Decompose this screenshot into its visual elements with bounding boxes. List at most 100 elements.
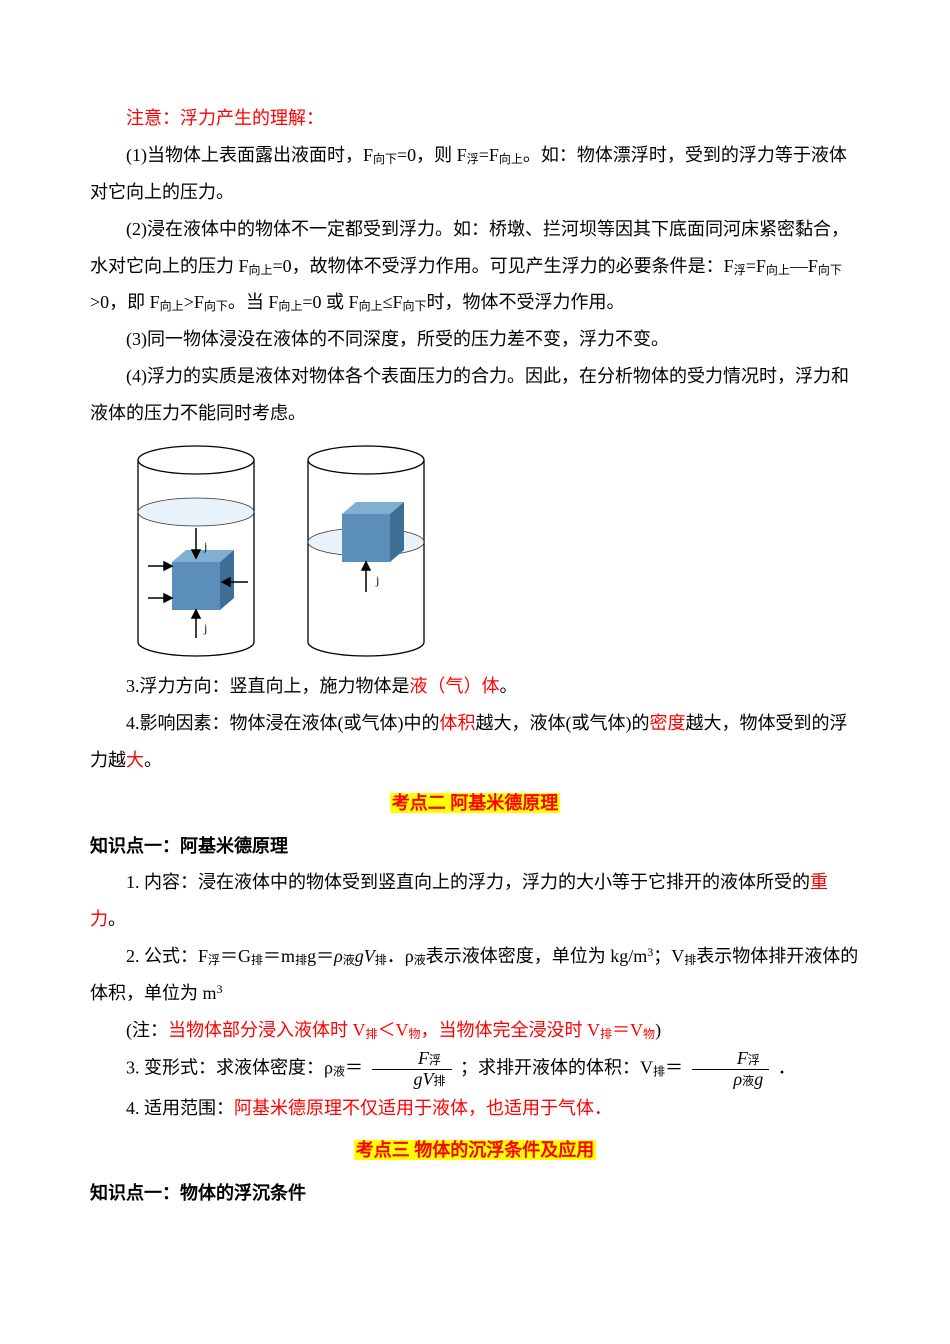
text: =0，故物体不受浮力作用。可见产生浮力的必要条件是：F xyxy=(273,256,734,276)
text: 3.浮力方向：竖直向上，施力物体是 xyxy=(126,676,410,696)
text: 3. 变形式：求液体密度：ρ xyxy=(126,1057,333,1077)
subscript: 浮 xyxy=(748,1053,760,1067)
text: 当物体部分浸入液体时 V xyxy=(168,1020,366,1040)
g: g xyxy=(754,1069,763,1089)
text: ) xyxy=(655,1020,661,1040)
text: (1)当物体上表面露出液面时，F xyxy=(126,145,373,165)
subscript: 液 xyxy=(414,953,426,967)
subscript: 液 xyxy=(333,1064,345,1078)
text: 。 xyxy=(144,750,162,770)
diagram-submerged-cube: j j xyxy=(126,442,266,662)
subscript: 向上 xyxy=(160,299,184,313)
svg-text:j: j xyxy=(203,539,207,553)
text: (注： xyxy=(126,1020,168,1040)
text: =F xyxy=(479,145,499,165)
subscript: 向下 xyxy=(204,299,228,313)
g: g xyxy=(355,946,364,966)
subscript: 物 xyxy=(643,1027,655,1041)
text: >F xyxy=(184,292,204,312)
text: ． xyxy=(778,1057,796,1077)
text: 时，物体不受浮力作用。 xyxy=(427,292,625,312)
text: g＝ xyxy=(307,946,334,966)
text: ＝G xyxy=(220,946,251,966)
text: =0 或 F xyxy=(302,292,358,312)
subscript: 向下 xyxy=(373,152,397,166)
paragraph-10: 3. 变形式：求液体密度：ρ液＝ F浮 gV排 ；求排开液体的体积：V排＝ F浮… xyxy=(90,1049,860,1090)
subscript: 排 xyxy=(684,953,696,967)
subscript: 物 xyxy=(409,1027,421,1041)
text: 4. 适用范围： xyxy=(126,1098,234,1118)
text: ≤F xyxy=(383,292,403,312)
subscript: 液 xyxy=(742,1074,754,1088)
subscript: 排 xyxy=(295,953,307,967)
text: ＝ xyxy=(345,1057,363,1077)
title-text: 考点二 阿基米德原理 xyxy=(390,793,561,813)
figure-row: j j j xyxy=(126,442,860,662)
text-red: 大 xyxy=(126,750,144,770)
text: 表示液体密度，单位为 kg/m xyxy=(426,946,648,966)
text: 1. 内容：浸在液体中的物体受到竖直向上的浮力，浮力的大小等于它排开的液体所受的 xyxy=(126,872,810,892)
paragraph-8: 2. 公式：F浮＝G排＝m排g＝ρ液gV排．ρ液表示液体密度，单位为 kg/m3… xyxy=(90,938,860,1012)
subscript: 向上 xyxy=(359,299,383,313)
paragraph-9: (注：当物体部分浸入液体时 V排＜V物，当物体完全浸没时 V排＝V物) xyxy=(90,1012,860,1049)
paragraph-3: (3)同一物体浸没在液体的不同深度，所受的压力差不变，浮力不变。 xyxy=(90,321,860,358)
text-red: 液（气）体 xyxy=(410,676,500,696)
subscript: 浮 xyxy=(208,953,220,967)
text: =0，则 F xyxy=(397,145,467,165)
subscript: 排 xyxy=(600,1027,612,1041)
rho: ρ xyxy=(334,946,343,966)
text: ，当物体完全浸没时 V xyxy=(421,1020,601,1040)
heading-1: 知识点一：阿基米德原理 xyxy=(90,828,860,865)
text: 越大，液体(或气体)的 xyxy=(476,713,650,733)
paragraph-2: (2)浸在液体中的物体不一定都受到浮力。如：桥墩、拦河坝等因其下底面同河床紧密黏… xyxy=(90,211,860,322)
text: 4.影响因素：物体浸在液体(或气体)中的 xyxy=(126,713,440,733)
text: —F xyxy=(790,256,818,276)
text: 。当 F xyxy=(228,292,279,312)
text: ＜V xyxy=(378,1020,409,1040)
paragraph-6: 4.影响因素：物体浸在液体(或气体)中的体积越大，液体(或气体)的密度越大，物体… xyxy=(90,705,860,779)
subscript: 向上 xyxy=(278,299,302,313)
text: 。 xyxy=(108,909,126,929)
diagram-floating-cube: j xyxy=(296,442,436,662)
text-red: 体积 xyxy=(440,713,476,733)
fraction-1: F浮 gV排 xyxy=(372,1049,452,1090)
text: ．ρ xyxy=(387,946,414,966)
fraction-2: F浮 ρ液g xyxy=(692,1049,770,1090)
paragraph-5: 3.浮力方向：竖直向上，施力物体是液（气）体。 xyxy=(90,668,860,705)
subscript: 液 xyxy=(343,953,355,967)
subscript: 浮 xyxy=(734,263,746,277)
text-red: 阿基米德原理不仅适用于液体，也适用于气体． xyxy=(234,1098,612,1118)
text: 。 xyxy=(500,676,518,696)
paragraph-7: 1. 内容：浸在液体中的物体受到竖直向上的浮力，浮力的大小等于它排开的液体所受的… xyxy=(90,864,860,938)
text: 2. 公式：F xyxy=(126,946,208,966)
subscript: 向下 xyxy=(402,299,426,313)
subscript: 向上 xyxy=(499,152,523,166)
F: F xyxy=(737,1048,748,1068)
paragraph-1: (1)当物体上表面露出液面时，F向下=0，则 F浮=F向上。如：物体漂浮时，受到… xyxy=(90,137,860,211)
F: F xyxy=(418,1048,429,1068)
text: ；求排开液体的体积：V xyxy=(460,1057,653,1077)
paragraph-11: 4. 适用范围：阿基米德原理不仅适用于液体，也适用于气体． xyxy=(90,1090,860,1127)
subscript: 向下 xyxy=(818,263,842,277)
svg-text:j: j xyxy=(375,573,379,587)
rho: ρ xyxy=(734,1069,743,1089)
section-title-2: 考点二 阿基米德原理 xyxy=(90,785,860,822)
text: ；V xyxy=(653,946,684,966)
subscript: 浮 xyxy=(467,152,479,166)
text: ＝m xyxy=(263,946,295,966)
superscript: 3 xyxy=(217,982,223,996)
subscript: 浮 xyxy=(429,1053,441,1067)
subscript: 排 xyxy=(653,1064,665,1078)
subscript: 排 xyxy=(366,1027,378,1041)
text: >0，即 F xyxy=(90,292,160,312)
text: =F xyxy=(746,256,766,276)
title-text: 考点三 物体的沉浮条件及应用 xyxy=(354,1140,597,1160)
heading-2: 知识点一：物体的浮沉条件 xyxy=(90,1175,860,1212)
note-heading: 注意：浮力产生的理解： xyxy=(90,100,860,137)
svg-text:j: j xyxy=(203,621,207,635)
subscript: 向上 xyxy=(249,263,273,277)
V: V xyxy=(423,1069,434,1089)
subscript: 排 xyxy=(251,953,263,967)
subscript: 排 xyxy=(434,1074,446,1088)
paragraph-4: (4)浮力的实质是液体对物体各个表面压力的合力。因此，在分析物体的受力情况时，浮… xyxy=(90,358,860,432)
